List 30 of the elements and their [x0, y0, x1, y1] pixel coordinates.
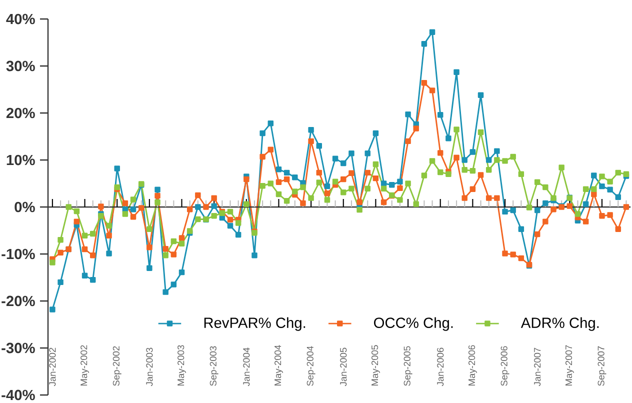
x-tick-label: Jan-2006 [437, 348, 444, 386]
x-tick-label: Sep-2004 [306, 346, 316, 386]
x-tick-label: Jan-2004 [243, 348, 250, 386]
x-tick-label: Jan-2007 [534, 348, 541, 386]
y-tick-label: 0% [14, 202, 35, 212]
x-tick-label: Sep-2003 [210, 346, 218, 386]
y-tick-label: -30% [2, 342, 35, 354]
x-tick-label: Sep-2005 [404, 346, 412, 386]
x-tick-label: Jan-2002 [49, 348, 56, 386]
x-tick-label: May-2002 [80, 345, 90, 386]
y-tick-label: 20% [6, 108, 35, 118]
y-tick-label: 10% [6, 154, 35, 166]
x-tick-label: Sep-2006 [500, 346, 510, 386]
y-tick-label: 40% [6, 14, 35, 24]
legend-label: OCC% Chg. [374, 317, 453, 331]
y-tick-label: -10% [2, 248, 35, 260]
x-tick-label: May-2007 [565, 345, 574, 386]
x-tick-label: Jan-2005 [340, 348, 347, 386]
x-tick-label: May-2005 [371, 345, 380, 386]
x-tick-label: May-2004 [274, 345, 283, 386]
x-tick-label: May-2003 [178, 345, 186, 386]
y-tick-label: -20% [2, 296, 35, 306]
x-tick-label: Sep-2007 [598, 346, 606, 386]
x-tick-label: Jan-2003 [146, 348, 153, 386]
x-tick-label: Sep-2002 [112, 346, 122, 386]
y-tick-label: -40% [2, 390, 35, 400]
x-tick-label: May-2006 [468, 345, 477, 386]
y-tick-label: 30% [6, 60, 35, 72]
legend-label: ADR% Chg. [520, 317, 599, 331]
legend-label: RevPAR% Chg. [204, 317, 306, 331]
